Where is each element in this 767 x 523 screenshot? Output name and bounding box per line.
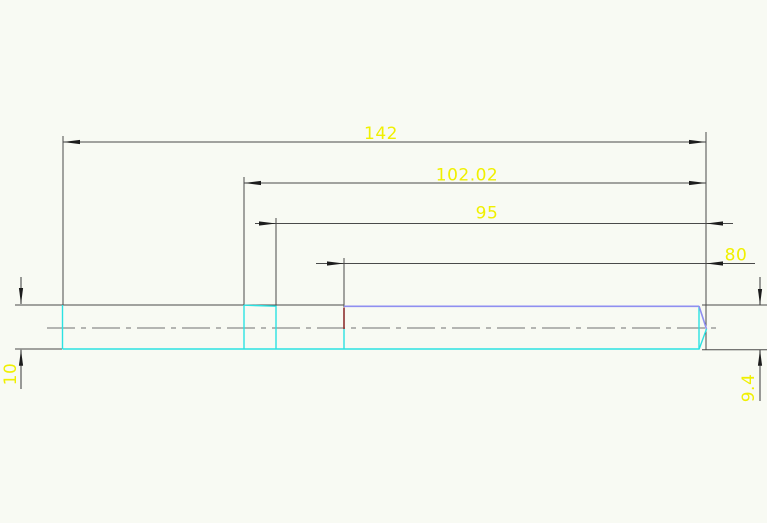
dimension-overall-length: 142 bbox=[63, 124, 706, 145]
arrowhead-142-left bbox=[63, 139, 80, 145]
arrowhead-10-up bbox=[18, 349, 24, 366]
dimension-taper-large-end: 102.02 bbox=[244, 166, 706, 186]
arrowhead-95-right bbox=[706, 221, 723, 226]
shaft-chamfer-bottom bbox=[698, 328, 708, 350]
arrowhead-80-left bbox=[327, 261, 344, 266]
arrowhead-80-right bbox=[706, 261, 723, 266]
arrowhead-102-left bbox=[244, 180, 261, 186]
dimension-taper-small-end: 95 bbox=[255, 204, 733, 226]
arrowhead-142-right bbox=[689, 139, 706, 145]
dimension-text-10: 10 bbox=[1, 363, 21, 386]
arrowhead-94-up bbox=[757, 349, 763, 366]
extension-lines bbox=[15, 132, 767, 351]
arrowhead-102-right bbox=[689, 180, 706, 186]
shaft-outline bbox=[61, 304, 708, 350]
shaft-chamfer-top bbox=[698, 305, 708, 330]
dimension-text-102: 102.02 bbox=[436, 166, 498, 186]
dimension-text-80: 80 bbox=[725, 246, 748, 266]
dimension-text-94: 9.4 bbox=[739, 374, 759, 403]
shaft-taper-top-edge bbox=[243, 304, 277, 307]
dimension-right-diameter: 9.4 bbox=[739, 277, 763, 403]
arrowhead-95-left bbox=[259, 221, 276, 226]
dimension-text-142: 142 bbox=[364, 124, 398, 144]
dimension-left-diameter: 10 bbox=[1, 277, 24, 389]
arrowhead-94-down bbox=[757, 289, 763, 305]
arrowhead-10-down bbox=[18, 288, 24, 304]
dimension-body-length: 80 bbox=[316, 246, 755, 266]
dimension-text-95: 95 bbox=[476, 204, 499, 224]
